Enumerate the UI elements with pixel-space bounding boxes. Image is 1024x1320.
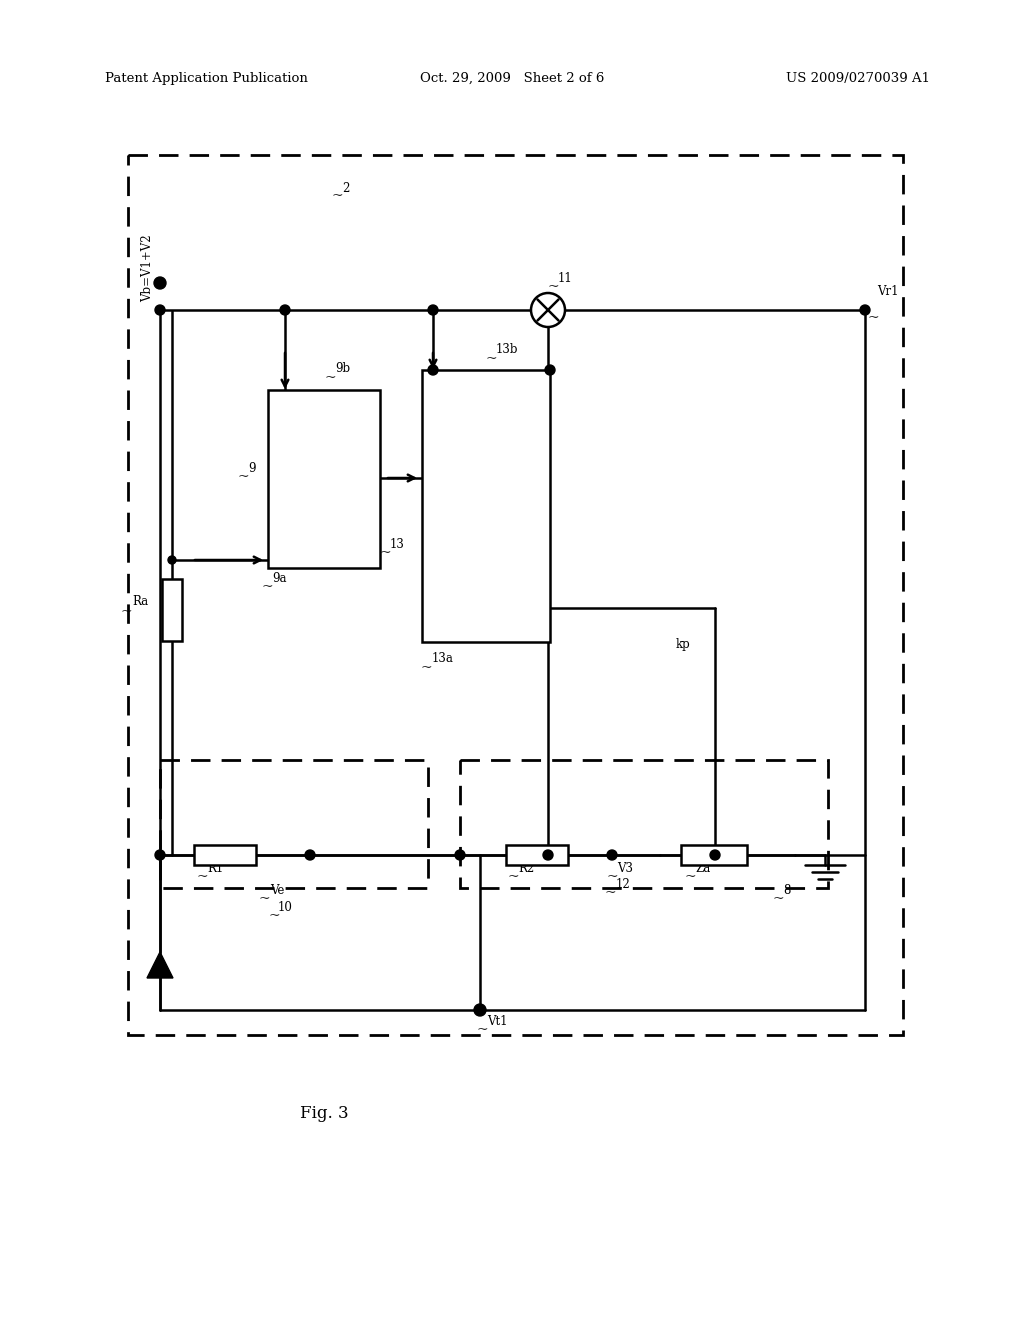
Text: ~: ~	[604, 886, 615, 900]
Text: ~: ~	[258, 892, 269, 906]
Text: ~: ~	[379, 546, 391, 560]
Circle shape	[155, 305, 165, 315]
Text: 9a: 9a	[272, 572, 287, 585]
Circle shape	[280, 305, 290, 315]
Bar	[506, 845, 568, 865]
Text: Vb=V1+V2: Vb=V1+V2	[141, 234, 155, 302]
Text: ~: ~	[325, 440, 336, 453]
Text: ~: ~	[867, 312, 879, 325]
Text: ~: ~	[547, 280, 559, 294]
Text: 9: 9	[248, 462, 256, 475]
Text: Fig. 3: Fig. 3	[300, 1105, 348, 1122]
Bar	[128, 154, 903, 1035]
Text: 13b: 13b	[496, 343, 518, 356]
Circle shape	[428, 366, 438, 375]
Circle shape	[428, 305, 438, 315]
Circle shape	[154, 277, 166, 289]
Text: 12: 12	[616, 878, 631, 891]
Circle shape	[531, 293, 565, 327]
Circle shape	[545, 366, 555, 375]
Circle shape	[860, 305, 870, 315]
Text: Oct. 29, 2009   Sheet 2 of 6: Oct. 29, 2009 Sheet 2 of 6	[420, 73, 604, 84]
Text: ~: ~	[331, 189, 343, 203]
Text: 13a: 13a	[432, 652, 454, 665]
Text: Vt1: Vt1	[487, 1015, 508, 1028]
Circle shape	[305, 850, 315, 861]
Text: ka.Ve: ka.Ve	[348, 412, 380, 425]
Bar	[160, 760, 428, 888]
Text: ~: ~	[420, 661, 432, 675]
Text: ~: ~	[772, 892, 783, 906]
Text: ~: ~	[261, 579, 272, 594]
Text: Vr1: Vr1	[877, 285, 898, 298]
Circle shape	[543, 850, 553, 861]
Bar	[422, 370, 550, 642]
Text: Za: Za	[695, 862, 711, 875]
Text: 9b: 9b	[335, 362, 350, 375]
Text: ~: ~	[485, 486, 497, 500]
Text: ~: ~	[325, 371, 336, 385]
Text: 13c: 13c	[496, 478, 517, 491]
Bar	[268, 389, 380, 568]
Bar	[162, 579, 182, 642]
Text: ~: ~	[507, 870, 519, 884]
Text: R2: R2	[518, 862, 535, 875]
Circle shape	[168, 556, 176, 564]
Text: 13d: 13d	[496, 568, 518, 581]
Text: 11: 11	[558, 272, 572, 285]
Bar	[194, 845, 256, 865]
Text: ~: ~	[197, 870, 208, 884]
Text: US 2009/0270039 A1: US 2009/0270039 A1	[786, 73, 930, 84]
Text: R1: R1	[207, 862, 223, 875]
Text: Patent Application Publication: Patent Application Publication	[105, 73, 308, 84]
Bar	[681, 845, 746, 865]
Text: ~: ~	[268, 909, 280, 923]
Text: 13: 13	[390, 539, 404, 550]
Text: 2: 2	[342, 182, 349, 195]
Circle shape	[710, 850, 720, 861]
Text: Ra: Ra	[132, 595, 148, 609]
Text: Ve: Ve	[270, 884, 285, 898]
Text: V3: V3	[617, 862, 633, 875]
Text: 10: 10	[278, 902, 293, 913]
Bar	[460, 760, 828, 888]
Circle shape	[455, 850, 465, 861]
Circle shape	[474, 1005, 486, 1016]
Polygon shape	[147, 952, 173, 978]
Text: ~: ~	[485, 577, 497, 591]
Text: ~: ~	[238, 470, 249, 484]
Text: kp: kp	[676, 638, 691, 651]
Circle shape	[607, 850, 617, 861]
Text: ~: ~	[684, 870, 696, 884]
Text: ~: ~	[485, 352, 497, 366]
Text: 9c: 9c	[335, 430, 349, 444]
Text: ~: ~	[606, 870, 617, 884]
Text: 8: 8	[783, 884, 791, 898]
Text: ~: ~	[476, 1023, 487, 1038]
Circle shape	[155, 850, 165, 861]
Text: ~: ~	[120, 605, 132, 619]
